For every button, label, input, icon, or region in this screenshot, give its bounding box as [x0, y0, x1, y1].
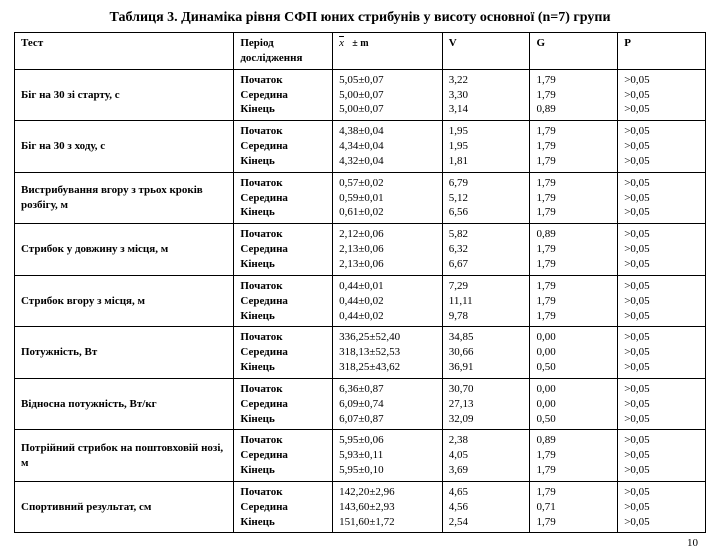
p-cell: >0,05>0,05>0,05: [618, 481, 706, 533]
p-cell: >0,05>0,05>0,05: [618, 69, 706, 121]
xm-cell: 5,05±0,075,00±0,075,00±0,07: [333, 69, 443, 121]
table-row: Біг на 30 зі старту, сПочатокСерединаКін…: [15, 69, 706, 121]
period-cell: ПочатокСерединаКінець: [234, 69, 333, 121]
v-cell: 1,951,951,81: [442, 121, 530, 173]
g-cell: 1,791,791,79: [530, 172, 618, 224]
table-row: Стрибок вгору з місця, мПочатокСерединаК…: [15, 275, 706, 327]
test-cell: Біг на 30 зі старту, с: [15, 69, 234, 121]
g-cell: 1,790,711,79: [530, 481, 618, 533]
v-cell: 2,384,053,69: [442, 430, 530, 482]
xm-cell: 6,36±0,876,09±0,746,07±0,87: [333, 378, 443, 430]
v-cell: 5,826,326,67: [442, 224, 530, 276]
g-cell: 0,891,791,79: [530, 430, 618, 482]
table-row: Потрійний стрибок на поштовховій нозі, м…: [15, 430, 706, 482]
table-row: Потужність, ВтПочатокСерединаКінець336,2…: [15, 327, 706, 379]
g-cell: 1,791,791,79: [530, 275, 618, 327]
period-cell: ПочатокСерединаКінець: [234, 327, 333, 379]
g-cell: 0,000,000,50: [530, 327, 618, 379]
v-cell: 6,795,126,56: [442, 172, 530, 224]
p-cell: >0,05>0,05>0,05: [618, 430, 706, 482]
p-cell: >0,05>0,05>0,05: [618, 378, 706, 430]
xm-cell: 336,25±52,40318,13±52,53318,25±43,62: [333, 327, 443, 379]
test-cell: Потрійний стрибок на поштовховій нозі, м: [15, 430, 234, 482]
g-cell: 0,891,791,79: [530, 224, 618, 276]
g-cell: 1,791,790,89: [530, 69, 618, 121]
xm-cell: 2,12±0,062,13±0,062,13±0,06: [333, 224, 443, 276]
period-cell: ПочатокСерединаКінець: [234, 224, 333, 276]
table-row: Спортивний результат, смПочатокСерединаК…: [15, 481, 706, 533]
v-cell: 7,2911,119,78: [442, 275, 530, 327]
g-cell: 0,000,000,50: [530, 378, 618, 430]
period-cell: ПочатокСерединаКінець: [234, 481, 333, 533]
xbar-symbol: x: [339, 37, 344, 49]
test-cell: Стрибок вгору з місця, м: [15, 275, 234, 327]
v-cell: 3,223,303,14: [442, 69, 530, 121]
p-cell: >0,05>0,05>0,05: [618, 121, 706, 173]
col-g: G: [530, 33, 618, 70]
p-cell: >0,05>0,05>0,05: [618, 275, 706, 327]
table-row: Біг на 30 з ходу, сПочатокСерединаКінець…: [15, 121, 706, 173]
header-row: Тест Період дослідження x ± m V G P: [15, 33, 706, 70]
pm-label: ± m: [352, 38, 368, 49]
p-cell: >0,05>0,05>0,05: [618, 224, 706, 276]
xm-cell: 0,57±0,020,59±0,010,61±0,02: [333, 172, 443, 224]
test-cell: Спортивний результат, см: [15, 481, 234, 533]
v-cell: 4,654,562,54: [442, 481, 530, 533]
xm-cell: 142,20±2,96143,60±2,93151,60±1,72: [333, 481, 443, 533]
page-number: 10: [14, 537, 706, 549]
p-cell: >0,05>0,05>0,05: [618, 327, 706, 379]
test-cell: Відносна потужність, Вт/кг: [15, 378, 234, 430]
xm-cell: 5,95±0,065,93±0,115,95±0,10: [333, 430, 443, 482]
table-title: Таблиця 3. Динаміка рівня СФП юних стриб…: [14, 10, 706, 26]
table-row: Відносна потужність, Вт/кгПочатокСередин…: [15, 378, 706, 430]
v-cell: 34,8530,6636,91: [442, 327, 530, 379]
col-period: Період дослідження: [234, 33, 333, 70]
table-row: Вистрибування вгору з трьох кроків розбі…: [15, 172, 706, 224]
col-v: V: [442, 33, 530, 70]
g-cell: 1,791,791,79: [530, 121, 618, 173]
col-p: P: [618, 33, 706, 70]
p-cell: >0,05>0,05>0,05: [618, 172, 706, 224]
xm-cell: 0,44±0,010,44±0,020,44±0,02: [333, 275, 443, 327]
test-cell: Біг на 30 з ходу, с: [15, 121, 234, 173]
period-cell: ПочатокСерединаКінець: [234, 430, 333, 482]
period-cell: ПочатокСерединаКінець: [234, 275, 333, 327]
col-test: Тест: [15, 33, 234, 70]
test-cell: Вистрибування вгору з трьох кроків розбі…: [15, 172, 234, 224]
period-cell: ПочатокСерединаКінець: [234, 378, 333, 430]
test-cell: Стрибок у довжину з місця, м: [15, 224, 234, 276]
test-cell: Потужність, Вт: [15, 327, 234, 379]
table-row: Стрибок у довжину з місця, мПочатокСеред…: [15, 224, 706, 276]
v-cell: 30,7027,1332,09: [442, 378, 530, 430]
xm-cell: 4,38±0,044,34±0,044,32±0,04: [333, 121, 443, 173]
data-table: Тест Період дослідження x ± m V G P Біг …: [14, 32, 706, 533]
period-cell: ПочатокСерединаКінець: [234, 121, 333, 173]
col-xm: x ± m: [333, 33, 443, 70]
period-cell: ПочатокСерединаКінець: [234, 172, 333, 224]
